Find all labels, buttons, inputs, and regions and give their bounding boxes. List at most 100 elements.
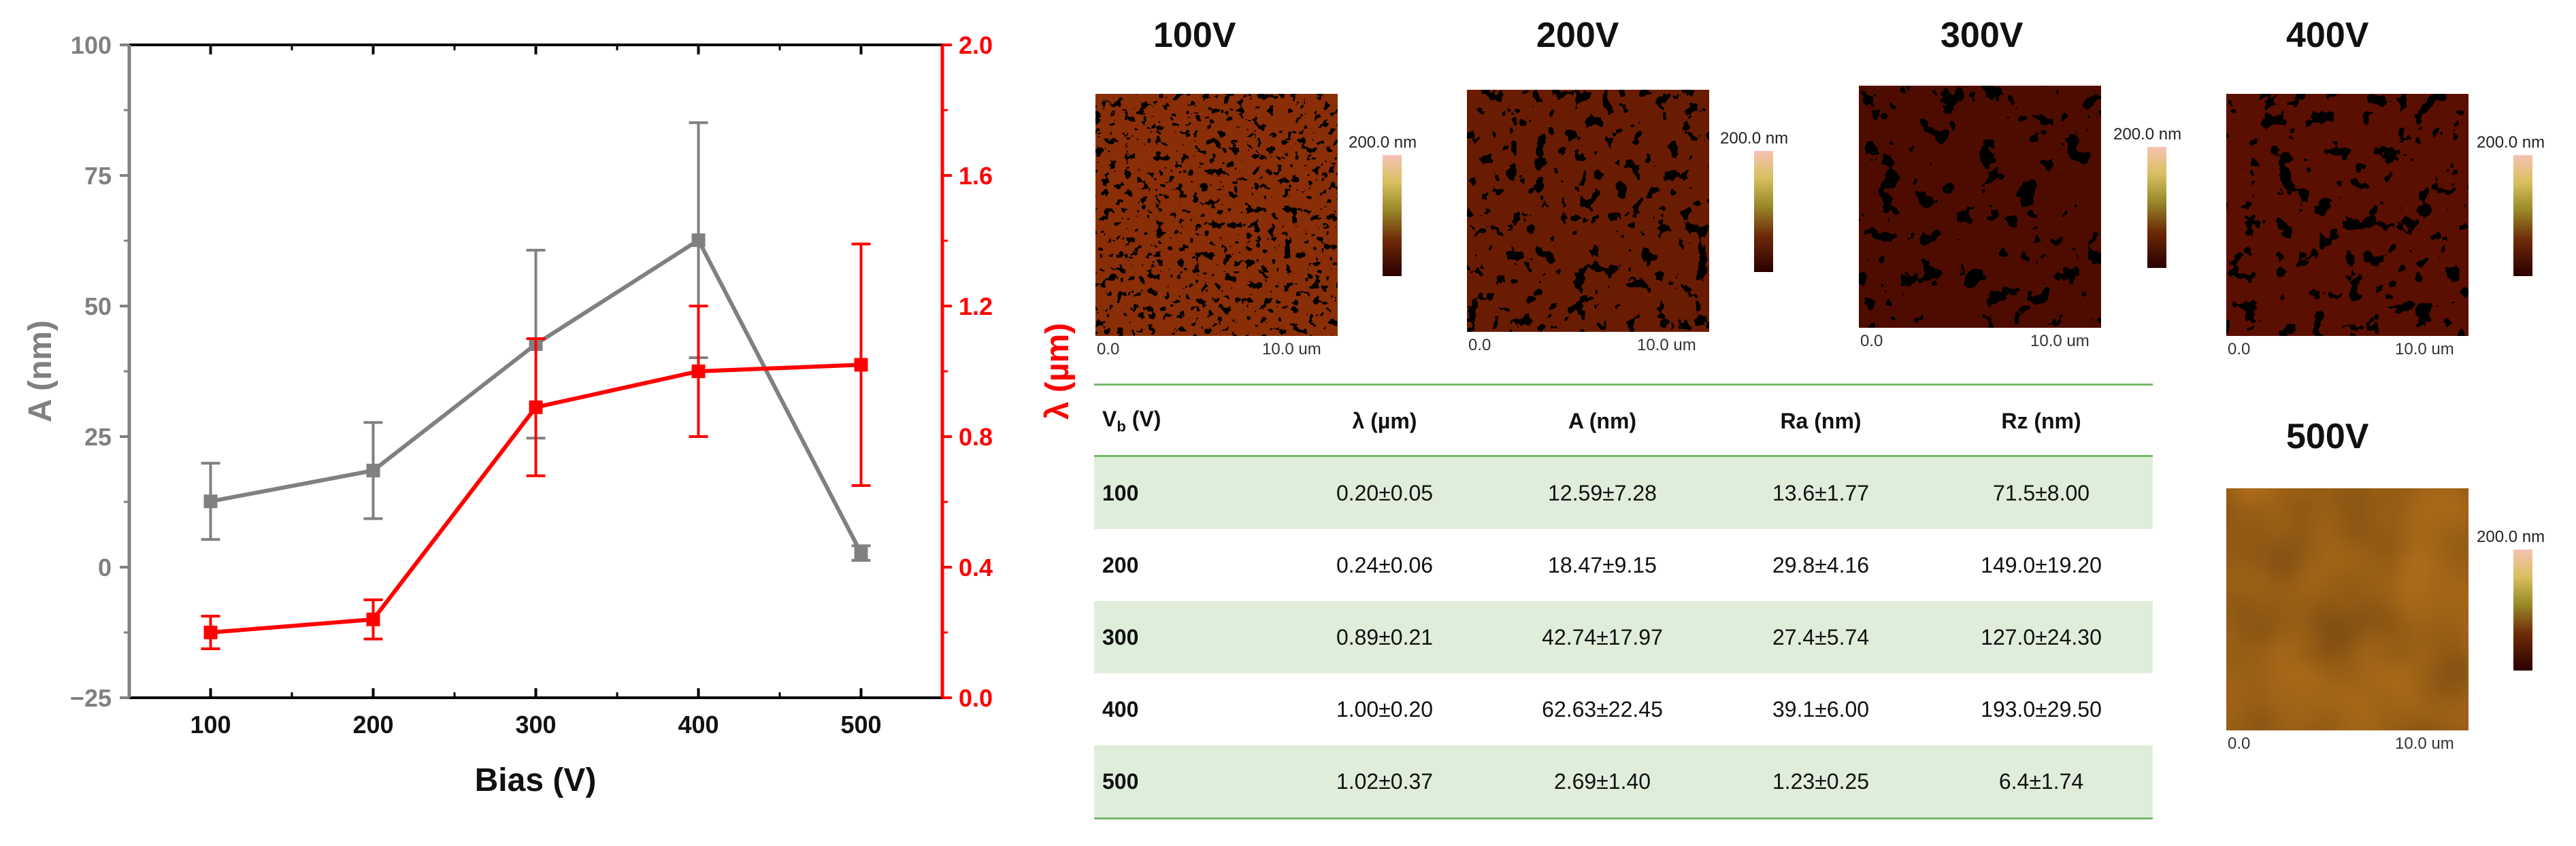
table-header-row: Vb (V) λ (µm) A (nm) Ra (nm) Rz (nm) [1094, 386, 2153, 456]
header-a: A (nm) [1568, 408, 1637, 433]
table-header-rule [1094, 455, 2153, 457]
y-left-tick-label: 0 [98, 554, 112, 581]
data-point [854, 358, 868, 372]
header-ra: Ra (nm) [1780, 408, 1862, 433]
y-axis-label-left: A (nm) [22, 320, 59, 422]
header-rz: Rz (nm) [2001, 408, 2081, 433]
y-left-tick-label: −25 [70, 684, 112, 712]
afm-title: 300V [1941, 16, 2024, 55]
afm-image [2226, 488, 2468, 730]
afm-image [1859, 86, 2101, 328]
cell-rz: 149.0±19.20 [1981, 552, 2102, 577]
afm-image [1467, 90, 1709, 332]
cell-rz: 193.0±29.50 [1981, 696, 2102, 722]
x-axis-label: Bias (V) [475, 762, 597, 798]
data-point [366, 463, 380, 477]
table-row: 500 1.02±0.37 2.69±1.40 1.23±0.25 6.4±1.74 [1094, 745, 2153, 817]
color-scale-max: 200.0 nm [2477, 133, 2545, 152]
data-point [203, 626, 218, 639]
afm-x-max: 10.0 um [1262, 340, 1321, 358]
afm-x-max: 10.0 um [2395, 734, 2454, 753]
cell-a: 62.63±22.45 [1542, 696, 1663, 722]
table-top-rule [1094, 384, 2153, 386]
x-tick-label: 100 [190, 711, 231, 739]
cell-bias: 500 [1102, 768, 1139, 794]
data-point [691, 365, 706, 378]
color-scale-bar [1383, 155, 1402, 276]
cell-bias: 400 [1102, 696, 1139, 722]
cell-bias: 100 [1102, 480, 1139, 505]
afm-x-max: 10.0 um [1637, 336, 1696, 354]
y-right-tick-label: 1.2 [959, 292, 993, 320]
y-right-tick-label: 0.0 [959, 684, 993, 712]
y-right-tick-label: 2.0 [959, 31, 993, 59]
data-point [203, 494, 218, 509]
cell-bias: 300 [1102, 624, 1139, 649]
x-tick-label: 400 [678, 711, 719, 739]
cell-a: 42.74±17.97 [1542, 624, 1663, 649]
bias-chart: −25 0 25 50 75 100 0.0 0.4 0.8 1.2 1.6 2.0 100 200 3… [22, 31, 1076, 798]
x-tick-label: 200 [352, 711, 393, 739]
series-wavelength [201, 242, 871, 650]
cell-lambda: 0.20±0.05 [1336, 480, 1434, 505]
y-left-tick-label: 25 [84, 423, 112, 451]
y-right-tick-label: 1.6 [959, 162, 993, 190]
afm-title: 500V [2286, 417, 2369, 456]
data-point [366, 612, 380, 626]
afm-x-min: 0.0 [2228, 734, 2251, 753]
afm-x-max: 10.0 um [2395, 340, 2454, 358]
afm-x-min: 0.0 [1468, 336, 1491, 354]
y-left-tick-label: 75 [84, 162, 112, 190]
afm-x-min: 0.0 [1860, 332, 1883, 350]
color-scale-max: 200.0 nm [2113, 125, 2182, 143]
cell-rz: 6.4±1.74 [1998, 768, 2084, 794]
table-row: 200 0.24±0.06 18.47±9.15 29.8±4.16 149.0±19.… [1094, 529, 2153, 601]
cell-lambda: 1.02±0.37 [1336, 768, 1434, 794]
data-point [854, 546, 868, 560]
cell-a: 2.69±1.40 [1553, 768, 1651, 794]
data-point [529, 400, 543, 414]
afm-title: 200V [1536, 16, 1619, 55]
x-tick-label: 300 [515, 711, 556, 739]
cell-lambda: 1.00±0.20 [1336, 696, 1434, 722]
afm-image [2226, 94, 2468, 336]
afm-title: 100V [1153, 16, 1236, 55]
y-left-tick-label: 50 [84, 292, 112, 320]
cell-a: 18.47±9.15 [1548, 552, 1657, 577]
table-row: 100 0.20±0.05 12.59±7.28 13.6±1.77 71.5±8.00 [1094, 457, 2153, 529]
table-row: 300 0.89±0.21 42.74±17.97 27.4±5.74 127.0±24… [1094, 601, 2153, 673]
color-scale-bar [2513, 155, 2532, 276]
y-right-tick-label: 0.8 [959, 423, 993, 451]
cell-lambda: 0.89±0.21 [1336, 624, 1434, 649]
header-vb: Vb (V) [1102, 406, 1161, 435]
color-scale-max: 200.0 nm [1349, 133, 1417, 152]
color-scale-max: 200.0 nm [1720, 129, 1789, 148]
color-scale-max: 200.0 nm [2477, 528, 2545, 546]
table-bottom-rule [1094, 817, 2153, 819]
afm-x-min: 0.0 [2228, 340, 2251, 358]
header-lambda: λ (µm) [1352, 408, 1417, 433]
table-row: 400 1.00±0.20 62.63±22.45 39.1±6.00 193.0±29… [1094, 673, 2153, 745]
cell-lambda: 0.24±0.06 [1336, 552, 1434, 577]
y-left-tick-label: 100 [71, 31, 112, 59]
cell-a: 12.59±7.28 [1548, 480, 1657, 505]
cell-ra: 29.8±4.16 [1772, 552, 1870, 577]
y-right-tick-label: 0.4 [959, 554, 993, 581]
cell-ra: 27.4±5.74 [1772, 624, 1870, 649]
afm-x-max: 10.0 um [2030, 332, 2090, 350]
cell-ra: 39.1±6.00 [1772, 696, 1870, 722]
afm-x-min: 0.0 [1097, 340, 1120, 358]
cell-ra: 13.6±1.77 [1772, 480, 1870, 505]
x-tick-label: 500 [840, 711, 881, 739]
color-scale-bar [2147, 147, 2166, 268]
cell-rz: 71.5±8.00 [1992, 480, 2090, 505]
afm-image [1095, 94, 1338, 336]
data-point [691, 233, 706, 248]
cell-bias: 200 [1102, 552, 1139, 577]
color-scale-bar [2513, 549, 2532, 671]
color-scale-bar [1754, 151, 1773, 272]
cell-ra: 1.23±0.25 [1772, 768, 1870, 794]
y-axis-label-right: λ (µm) [1040, 323, 1076, 420]
cell-rz: 127.0±24.30 [1981, 624, 2102, 649]
afm-title: 400V [2286, 16, 2369, 55]
